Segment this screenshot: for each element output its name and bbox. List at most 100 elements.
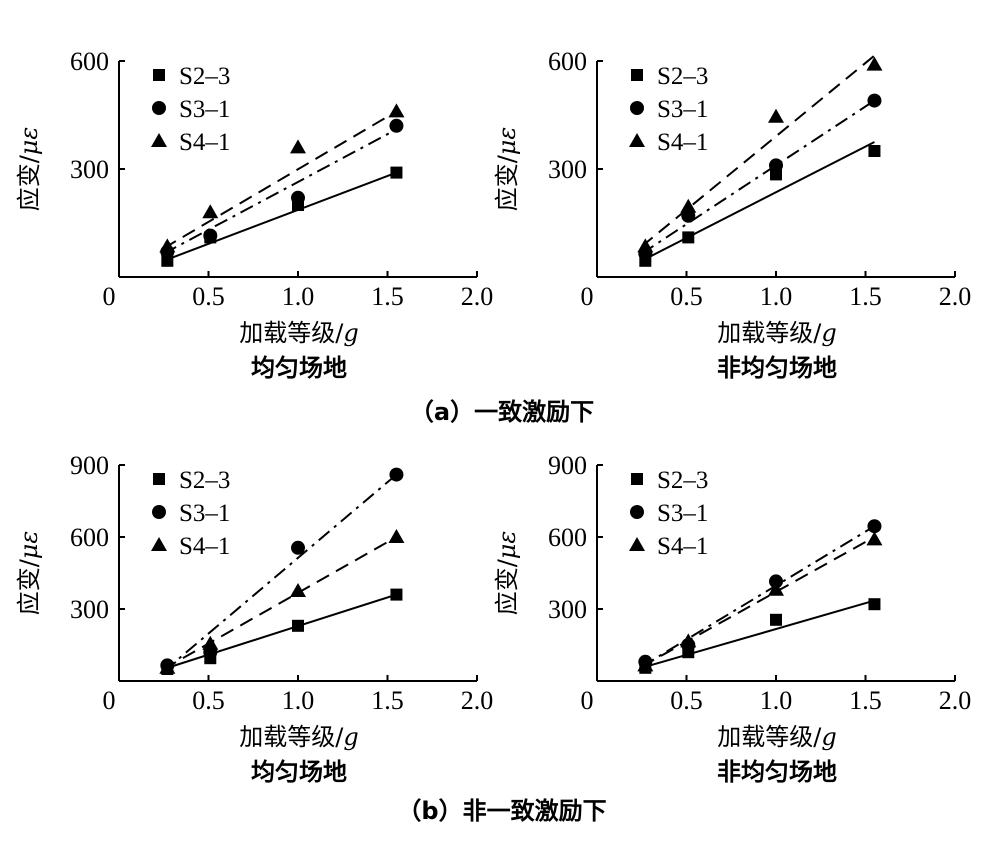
site-label: 均匀场地 xyxy=(251,758,347,786)
legend-marker-S2–3 xyxy=(631,69,643,81)
legend-marker-S4–1 xyxy=(151,537,167,551)
data-point-S2–3 xyxy=(868,145,881,157)
x-tick-label: 1.5 xyxy=(849,282,882,311)
data-point-S4–1 xyxy=(388,529,405,543)
x-axis-label-unit: g xyxy=(343,723,358,751)
fit-line-S4–1 xyxy=(641,54,876,248)
data-point-S4–1 xyxy=(680,198,697,213)
fit-line-S4–1 xyxy=(163,536,397,670)
x-tick-label: 0 xyxy=(581,282,594,311)
data-point-S4–1 xyxy=(680,633,697,648)
data-point-S2–3 xyxy=(292,619,304,632)
x-tick-label: 1.0 xyxy=(760,282,793,311)
legend-marker-S4–1 xyxy=(151,133,167,147)
legend-marker-S4–1 xyxy=(629,537,645,551)
y-tick-label: 600 xyxy=(548,523,587,552)
data-point-S4–1 xyxy=(866,531,883,546)
site-label: 非均匀场地 xyxy=(717,758,837,786)
y-axis-label-text: 应变/ xyxy=(15,558,43,615)
y-tick-label: 300 xyxy=(70,595,109,624)
data-point-S2–3 xyxy=(682,231,695,244)
x-axis-label-text: 加载等级/ xyxy=(717,723,822,751)
data-point-S4–1 xyxy=(768,108,784,123)
data-point-S2–3 xyxy=(390,588,403,601)
data-point-S4–1 xyxy=(202,635,219,650)
legend-label: S2–3 xyxy=(179,467,230,494)
data-point-S4–1 xyxy=(637,657,654,672)
y-axis-label-text: 应变/ xyxy=(15,154,43,211)
legend-marker-S3–1 xyxy=(630,101,644,115)
x-tick-label: 1.5 xyxy=(371,282,404,311)
data-point-S4–1 xyxy=(768,581,784,596)
legend-marker-S3–1 xyxy=(152,505,166,519)
legend-marker-S2–3 xyxy=(631,473,643,485)
x-axis-label-unit: g xyxy=(821,319,836,347)
x-axis-label-unit: g xyxy=(343,319,358,347)
x-tick-label: 0.5 xyxy=(192,282,225,311)
y-tick-label: 300 xyxy=(548,595,587,624)
y-axis-label-unit: με xyxy=(15,531,43,559)
x-tick-label: 2.0 xyxy=(939,686,972,715)
x-tick-label: 1.0 xyxy=(282,282,315,311)
x-axis-label-text: 加载等级/ xyxy=(239,319,344,347)
x-axis-label: 加载等级/g xyxy=(717,319,836,347)
x-axis-label: 加载等级/g xyxy=(717,723,836,751)
chart-panel-1: 0 0.5 1.0 1.5 2.0 300 600 应变/με 加载等级/g 均匀场地 S2–3 S3… xyxy=(15,47,493,382)
legend-label: S2–3 xyxy=(179,63,230,90)
legend-label: S2–3 xyxy=(657,63,708,90)
x-tick-label: 0 xyxy=(103,686,116,715)
data-point-S4–1 xyxy=(290,583,306,597)
legend-label: S4–1 xyxy=(657,129,708,156)
legend-label: S3–1 xyxy=(657,500,708,527)
site-label: 均匀场地 xyxy=(251,354,347,382)
fit-line-S2–3 xyxy=(641,141,875,262)
fit-line-S2–3 xyxy=(163,593,397,670)
data-point-S4–1 xyxy=(202,204,219,219)
legend-marker-S3–1 xyxy=(152,101,166,115)
chart-panel-4: 0 0.5 1.0 1.5 2.0 300 600 900 应变/με 加载等级/g 非均匀场地 S2… xyxy=(493,451,971,786)
legend-marker-S2–3 xyxy=(153,473,165,485)
data-point-S3–1 xyxy=(291,540,305,555)
data-point-S2–3 xyxy=(770,613,782,626)
data-point-S3–1 xyxy=(867,93,882,108)
y-axis-label-text: 应变/ xyxy=(493,558,521,615)
data-point-S3–1 xyxy=(389,118,404,133)
legend-marker-S4–1 xyxy=(629,133,645,147)
data-point-S3–1 xyxy=(203,228,218,243)
legend-label: S4–1 xyxy=(179,129,230,156)
data-point-S4–1 xyxy=(388,103,405,118)
chart-panel-2: 0 0.5 1.0 1.5 2.0 300 600 应变/με 加载等级/g 非均匀场地 S2–3 S… xyxy=(493,47,971,382)
data-point-S2–3 xyxy=(161,254,174,267)
x-tick-label: 0.5 xyxy=(192,686,225,715)
y-tick-label: 600 xyxy=(70,47,109,76)
y-axis-label-unit: με xyxy=(493,531,521,559)
fit-line-S4–1 xyxy=(641,536,875,668)
x-tick-label: 0.5 xyxy=(670,282,703,311)
y-axis-label: 应变/με xyxy=(15,127,43,212)
x-tick-label: 2.0 xyxy=(939,282,972,311)
fit-line-S4–1 xyxy=(163,110,397,250)
legend-label: S2–3 xyxy=(657,467,708,494)
legend-label: S3–1 xyxy=(179,96,230,123)
data-point-S3–1 xyxy=(769,574,783,589)
x-tick-label: 1.0 xyxy=(282,686,315,715)
y-tick-label: 900 xyxy=(548,451,587,480)
data-point-S2–3 xyxy=(639,254,652,267)
x-axis-label-unit: g xyxy=(821,723,836,751)
legend-marker-S3–1 xyxy=(630,505,644,519)
x-axis-label: 加载等级/g xyxy=(239,319,358,347)
site-label: 非均匀场地 xyxy=(717,354,837,382)
fit-line-S3–1 xyxy=(641,99,875,255)
data-point-S4–1 xyxy=(866,56,883,71)
legend-label: S3–1 xyxy=(657,96,708,123)
y-axis-label-text: 应变/ xyxy=(493,154,521,211)
x-tick-label: 0.5 xyxy=(670,686,703,715)
x-axis-label: 加载等级/g xyxy=(239,723,358,751)
data-point-S2–3 xyxy=(868,598,881,611)
y-tick-label: 300 xyxy=(70,155,109,184)
y-axis-label: 应变/με xyxy=(493,127,521,212)
data-point-S2–3 xyxy=(390,166,403,179)
data-point-S3–1 xyxy=(867,519,882,534)
data-point-S3–1 xyxy=(291,190,305,205)
